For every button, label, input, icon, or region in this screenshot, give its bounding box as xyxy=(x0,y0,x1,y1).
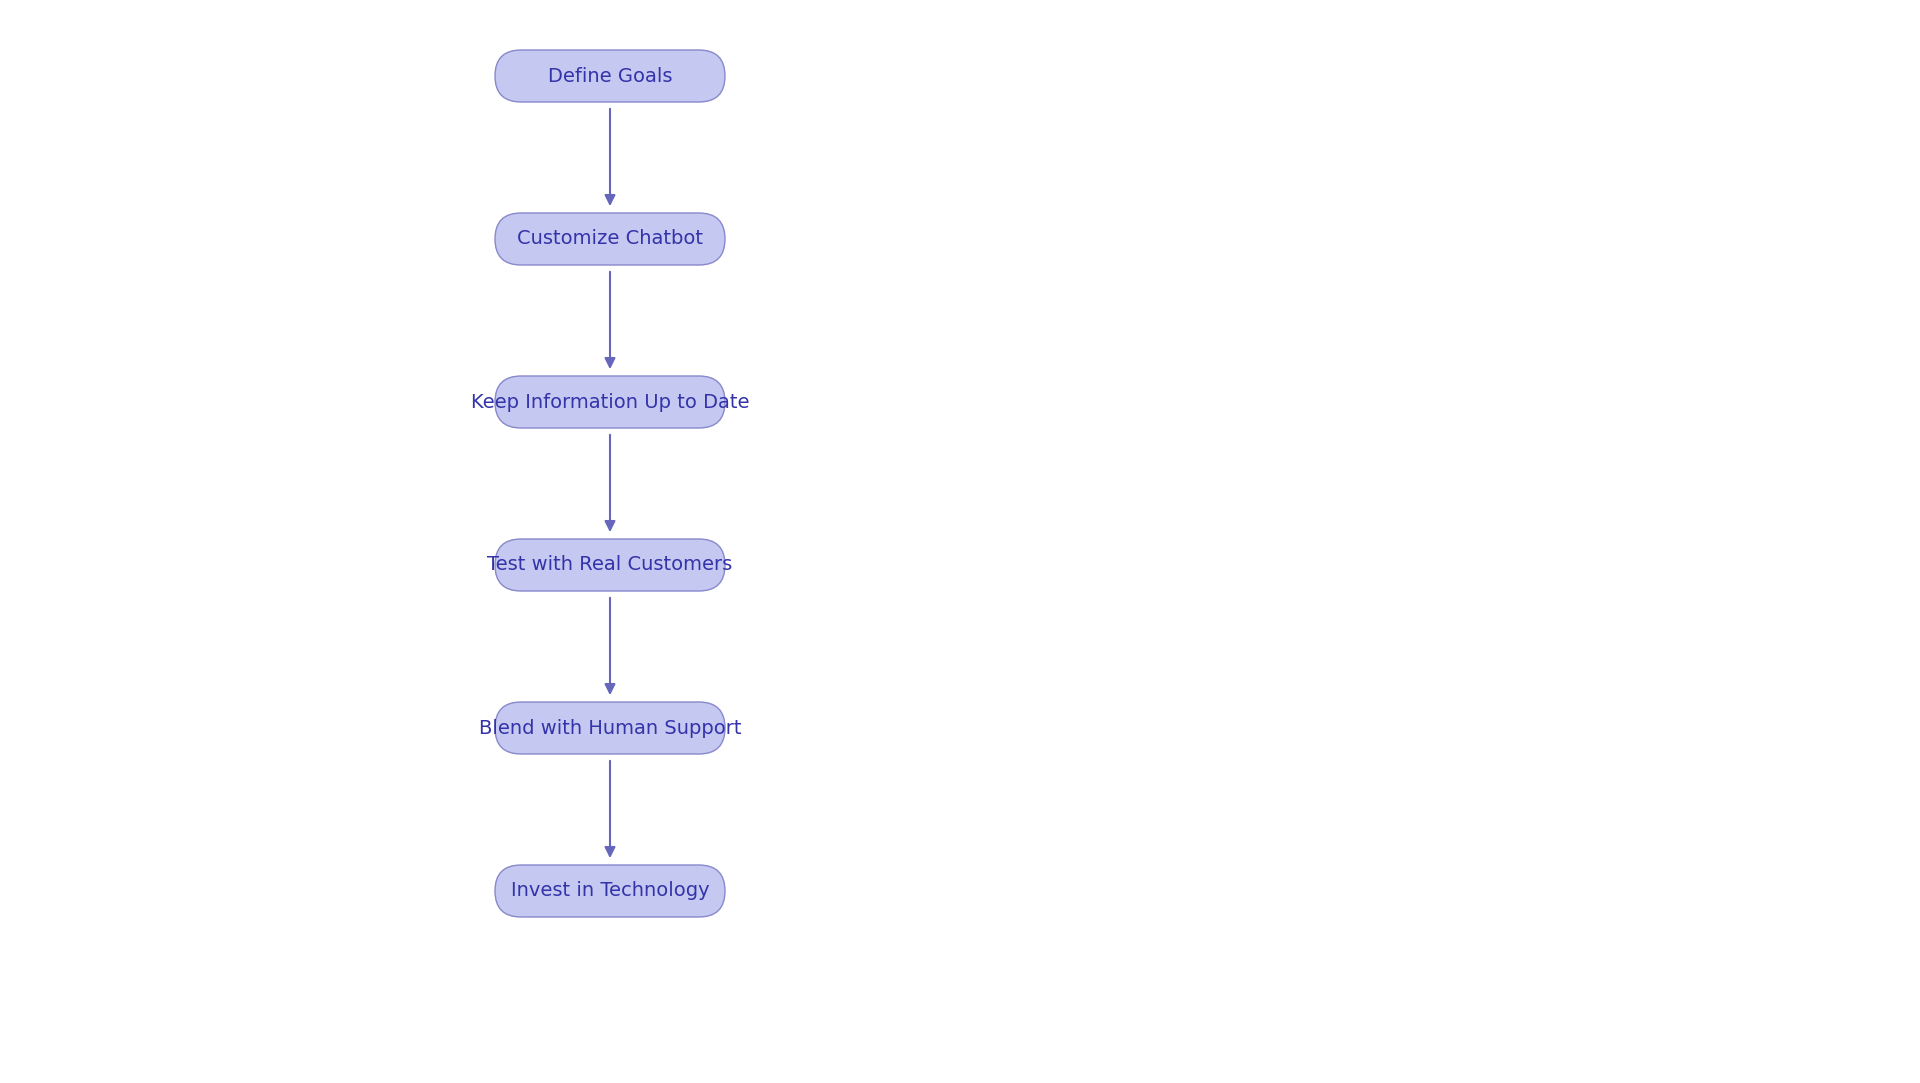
FancyBboxPatch shape xyxy=(495,376,726,428)
Text: Customize Chatbot: Customize Chatbot xyxy=(516,230,703,248)
FancyBboxPatch shape xyxy=(495,702,726,754)
Text: Define Goals: Define Goals xyxy=(547,66,672,86)
FancyBboxPatch shape xyxy=(495,539,726,591)
FancyBboxPatch shape xyxy=(495,50,726,102)
Text: Blend with Human Support: Blend with Human Support xyxy=(478,718,741,738)
Text: Invest in Technology: Invest in Technology xyxy=(511,882,708,900)
FancyBboxPatch shape xyxy=(495,865,726,917)
Text: Keep Information Up to Date: Keep Information Up to Date xyxy=(470,392,749,412)
FancyBboxPatch shape xyxy=(495,213,726,265)
Text: Test with Real Customers: Test with Real Customers xyxy=(488,556,733,574)
